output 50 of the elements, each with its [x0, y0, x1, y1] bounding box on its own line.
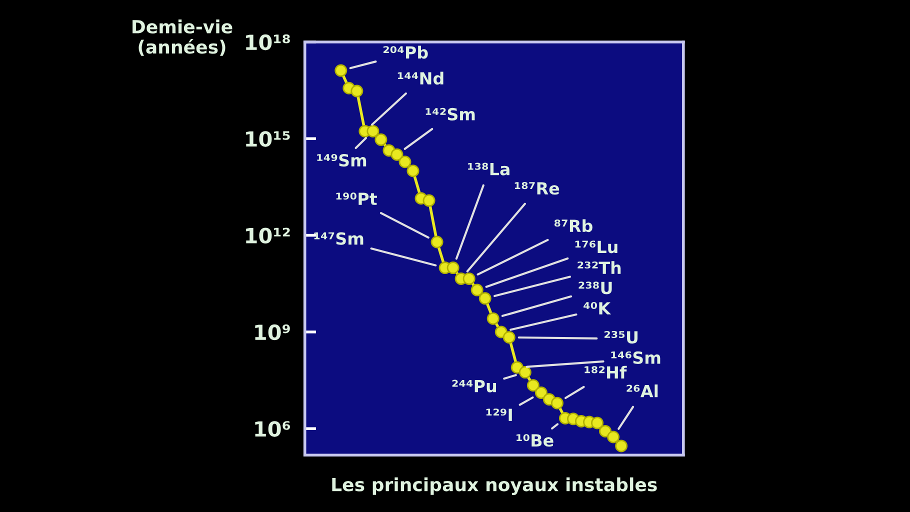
data-label: ⁴⁰K [584, 302, 612, 314]
point [390, 148, 404, 161]
data-label: ¹⁹⁰Pt [336, 192, 377, 205]
point [430, 236, 444, 248]
point [591, 416, 604, 430]
point [486, 312, 500, 325]
data-label: ¹⁴⁹Sm [317, 154, 366, 167]
y-tick-label: 10¹² [246, 228, 290, 244]
data-label: ¹⁸⁷Re [514, 182, 560, 195]
y-tick-label: 10⁶ [255, 421, 290, 437]
point [518, 366, 532, 379]
point [550, 396, 564, 410]
point [350, 84, 364, 98]
point [607, 430, 620, 444]
data-label: ²³⁸U [578, 282, 612, 294]
point [446, 262, 460, 274]
data-label: ⁸⁷Rb [554, 219, 592, 232]
point [534, 386, 548, 399]
data-label: ¹⁴⁶Sm [611, 351, 660, 364]
data-label: ¹⁰Be [516, 434, 554, 447]
point [366, 124, 380, 138]
point [422, 194, 436, 207]
data-label: ¹⁷⁶Lu [575, 240, 618, 254]
point [374, 133, 388, 146]
data-label: ¹⁴²Sm [426, 108, 475, 121]
point [406, 164, 420, 178]
data-label: ²⁶Al [626, 384, 658, 398]
y-tick-label: 10¹⁵ [246, 131, 290, 147]
data-label: ²³⁵U [604, 330, 638, 344]
point [398, 156, 412, 168]
data-label: ²³²Th [578, 261, 621, 274]
point [478, 292, 492, 305]
y-tick-label: 10¹⁸ [246, 34, 290, 50]
point [599, 424, 612, 438]
data-label: ¹⁴⁴Nd [398, 72, 444, 85]
point [462, 272, 476, 285]
data-label: ²⁴⁴Pu [452, 380, 496, 392]
data-label: ¹³⁸La [468, 162, 510, 176]
point [526, 379, 540, 392]
data-label: ¹⁸²Hf [584, 366, 627, 379]
y-tick-label: 10⁹ [255, 324, 290, 340]
data-label: ²⁰⁴Pb [383, 46, 428, 59]
x-axis-title: Les principaux noyaux instables [332, 477, 657, 496]
data-label: ¹²⁹I [486, 408, 512, 421]
point [502, 331, 516, 344]
point [470, 284, 484, 296]
data-label: ¹⁴⁷Sm [314, 232, 364, 245]
point [615, 440, 628, 452]
y-axis-title: Demie-vie (années) [132, 20, 232, 56]
point [334, 64, 348, 77]
